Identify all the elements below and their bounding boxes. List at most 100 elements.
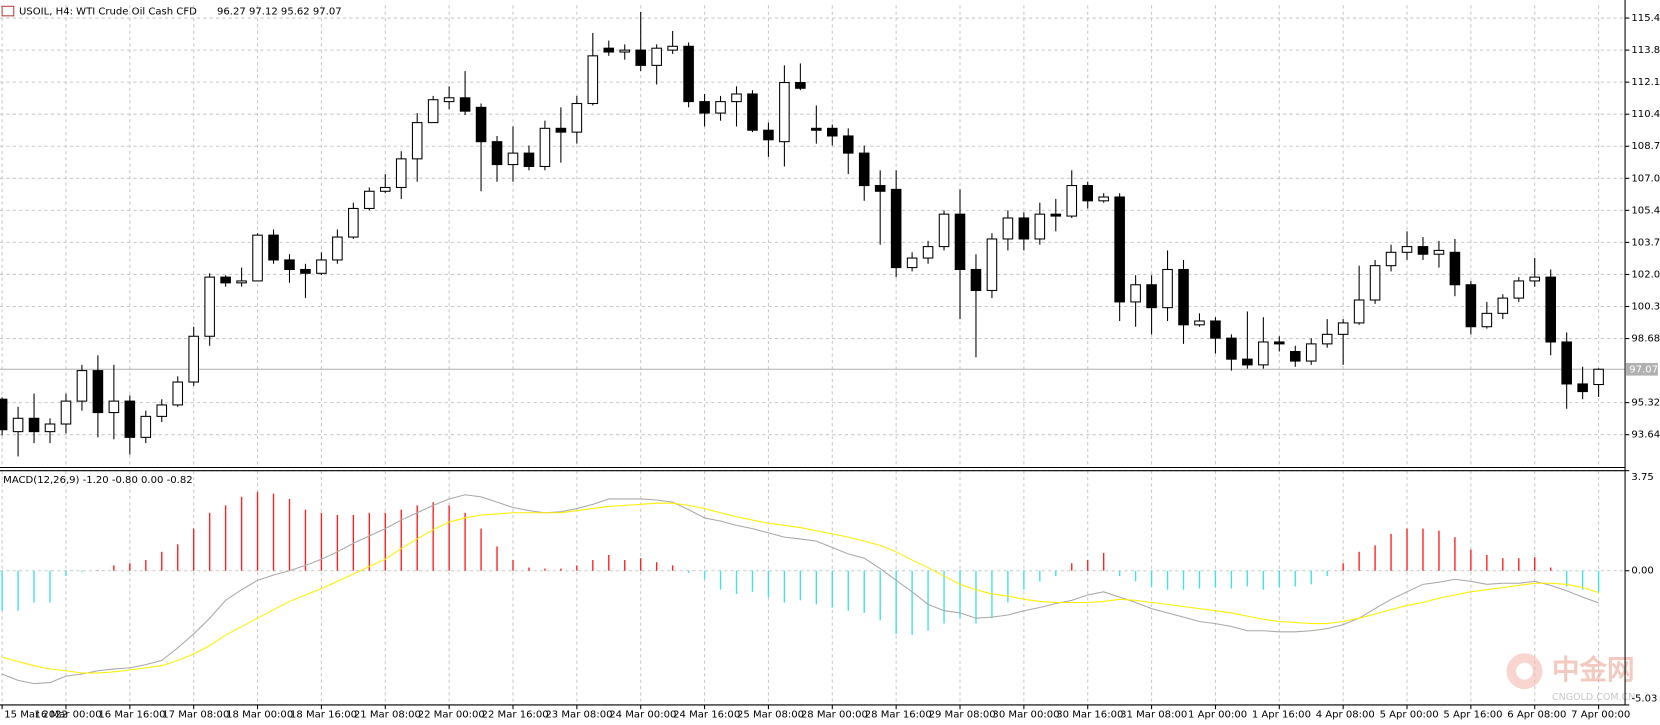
symbol-icon (1, 5, 15, 17)
candle-body (1449, 251, 1461, 286)
candle-body (938, 213, 950, 248)
candle-body (1385, 251, 1397, 267)
x-tick-label: 6 Apr 08:00 (1507, 709, 1566, 720)
x-tick-label: 28 Mar 00:00 (801, 709, 868, 720)
y-tick-label: 98.68 (1631, 334, 1660, 345)
candle-body (300, 268, 311, 274)
candle-body (1178, 268, 1189, 326)
candle-body (204, 276, 215, 337)
candle-body (1050, 213, 1062, 217)
candle-body (651, 47, 662, 66)
y-tick-label: 107.08 (1631, 173, 1660, 184)
candle-body (220, 276, 231, 284)
candle-body (1289, 350, 1301, 362)
candle-body (1529, 276, 1541, 282)
x-tick-label: 16 Mar 00:00 (35, 709, 102, 720)
candle-body (379, 186, 391, 192)
candle-body (1114, 196, 1125, 303)
candle-body (1130, 284, 1141, 303)
candle-body (539, 127, 551, 168)
candle-body (44, 423, 56, 433)
candle-body (491, 141, 503, 166)
candle-body (731, 93, 742, 103)
candle-body (1337, 322, 1349, 335)
candle-body (427, 99, 439, 124)
candle-body (1305, 343, 1317, 362)
candle-body (1162, 268, 1173, 309)
x-tick-label: 1 Apr 16:00 (1252, 709, 1311, 720)
candle-body (0, 398, 8, 431)
candle-body (1481, 312, 1493, 328)
candle-body (1226, 337, 1237, 360)
candle-body (1577, 383, 1588, 393)
x-tick-label: 31 Mar 08:00 (1120, 709, 1187, 720)
x-tick-label: 24 Mar 16:00 (673, 709, 740, 720)
x-tick-label: 5 Apr 16:00 (1443, 709, 1502, 720)
candle-body (1210, 320, 1221, 339)
candle-body (1002, 217, 1014, 240)
candle-body (1353, 299, 1365, 324)
candle-body (922, 246, 934, 259)
x-tick-label: 17 Mar 08:00 (162, 709, 229, 720)
candle-body (1194, 320, 1205, 326)
candle-body (1545, 276, 1556, 343)
x-tick-label: 22 Mar 00:00 (418, 709, 485, 720)
macd-title: MACD(12,26,9) -1.20 -0.80 0.00 -0.82 (3, 475, 192, 486)
y-tick-label: 102.04 (1631, 269, 1660, 280)
x-tick-label: 25 Mar 08:00 (737, 709, 804, 720)
candle-body (1433, 249, 1445, 255)
y-tick-label: 100.36 (1631, 302, 1660, 313)
candle-body (1274, 341, 1285, 345)
candle-body (1321, 333, 1333, 345)
y-tick-label: 105.40 (1631, 205, 1660, 216)
candle-body (332, 236, 343, 261)
last-price-box (1626, 362, 1658, 376)
candle-body (906, 257, 918, 269)
candle-body (12, 417, 24, 433)
x-tick-label: 1 Apr 00:00 (1188, 709, 1247, 720)
candle-body (1513, 280, 1525, 299)
candle-body (172, 381, 184, 406)
watermark-subtitle: CNGOLD.COM.CN (1552, 692, 1635, 703)
candle-body (236, 280, 247, 284)
candle-body (1018, 217, 1030, 240)
candle-body (316, 259, 327, 274)
candle-body (475, 106, 487, 143)
x-tick-label: 23 Mar 08:00 (545, 709, 612, 720)
x-tick-label: 28 Mar 16:00 (865, 709, 932, 720)
candle-body (683, 45, 694, 103)
candle-body (348, 207, 359, 238)
candle-body (140, 415, 152, 438)
chart-title: USOIL, H4: WTI Crude Oil Cash CFD (19, 7, 197, 18)
macd-line (1, 494, 1599, 685)
candle-body (443, 97, 455, 103)
x-tick-label: 4 Apr 08:00 (1316, 709, 1375, 720)
chart-ohlc: 96.27 97.12 95.62 97.07 (217, 7, 342, 18)
candle-body (252, 234, 263, 282)
y-tick-label: 0.00 (1631, 566, 1653, 577)
last-price-label: 97.07 (1629, 364, 1658, 375)
x-tick-label: 29 Mar 08:00 (929, 709, 996, 720)
candle-body (523, 152, 535, 168)
candle-body (1593, 368, 1604, 386)
candle-body (1066, 185, 1078, 217)
candle-body (571, 102, 583, 133)
candle-body (811, 127, 822, 131)
x-tick-label: 24 Mar 00:00 (609, 709, 676, 720)
candle-body (1034, 213, 1046, 240)
candle-body (1098, 196, 1109, 202)
y-tick-label: 112.12 (1631, 77, 1660, 88)
x-tick-label: 16 Mar 16:00 (98, 709, 165, 720)
candle-body (587, 55, 599, 105)
x-tick-label: 18 Mar 16:00 (290, 709, 357, 720)
candle-body (459, 97, 471, 112)
candle-body (1401, 246, 1413, 253)
x-tick-label: 30 Mar 00:00 (992, 709, 1059, 720)
candle-body (124, 400, 136, 438)
candle-body (1497, 297, 1509, 314)
y-tick-label: 103.72 (1631, 237, 1660, 248)
